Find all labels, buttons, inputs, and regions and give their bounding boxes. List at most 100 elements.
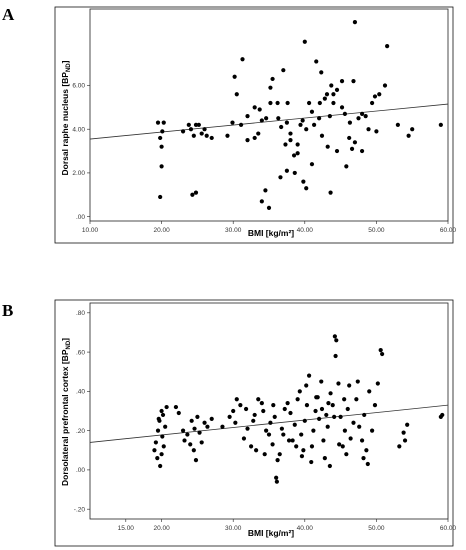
y-tick-label: -.20 — [74, 506, 86, 513]
data-point — [202, 420, 207, 425]
data-point — [283, 142, 288, 147]
data-point — [295, 397, 300, 402]
data-point — [295, 151, 300, 156]
data-point — [372, 94, 378, 99]
data-point — [332, 414, 337, 419]
data-point — [196, 122, 201, 127]
data-point — [191, 133, 196, 138]
data-point — [288, 131, 293, 136]
data-point — [190, 192, 195, 197]
data-point — [319, 406, 325, 412]
data-point — [321, 438, 326, 443]
data-point — [302, 39, 307, 44]
data-point — [193, 190, 199, 195]
data-point — [286, 438, 292, 443]
panel-a-points — [155, 20, 443, 210]
data-point — [340, 444, 345, 449]
data-point — [161, 444, 166, 449]
x-tick-label: 50.00 — [368, 525, 385, 532]
data-point — [227, 414, 232, 419]
data-point — [306, 373, 312, 378]
data-point — [284, 168, 289, 173]
data-point — [159, 144, 164, 149]
data-point — [337, 442, 342, 447]
data-point — [317, 416, 322, 421]
data-point — [312, 122, 317, 127]
data-point — [277, 452, 282, 457]
data-point — [347, 135, 352, 141]
data-point — [363, 113, 368, 119]
x-tick-label: 40.00 — [297, 227, 314, 234]
data-point — [188, 442, 193, 447]
panel-a-x-ticks: 10.00 20.00 30.00 40.00 50.00 60.00 — [82, 221, 457, 234]
data-point — [395, 122, 400, 127]
data-point — [199, 440, 204, 445]
data-point — [374, 129, 379, 134]
data-point — [327, 113, 332, 119]
data-point — [188, 127, 194, 132]
data-point — [275, 100, 280, 106]
data-point — [285, 100, 290, 106]
data-point — [351, 79, 356, 84]
data-point — [309, 459, 314, 465]
data-point — [319, 70, 324, 75]
data-point — [317, 116, 322, 121]
panel-a-y-ticks: .00 2.00 4.00 6.00 — [72, 83, 90, 221]
data-point — [155, 428, 161, 433]
data-point — [327, 463, 332, 469]
data-point — [220, 424, 225, 429]
data-point — [329, 83, 334, 88]
data-point — [153, 440, 158, 445]
data-point — [292, 422, 297, 427]
data-point — [195, 414, 200, 419]
data-point — [322, 456, 327, 461]
data-point — [266, 432, 272, 437]
data-point — [366, 127, 371, 132]
data-point — [192, 426, 197, 431]
data-point — [268, 420, 273, 425]
data-point — [330, 403, 335, 408]
data-point — [326, 401, 331, 406]
data-point — [262, 452, 267, 457]
data-point — [159, 452, 164, 457]
data-point — [352, 140, 358, 145]
data-point — [259, 199, 264, 204]
data-point — [257, 107, 262, 112]
data-point — [357, 424, 362, 429]
data-point — [252, 412, 257, 418]
data-point — [302, 418, 307, 423]
data-point — [176, 410, 181, 416]
data-point — [268, 85, 273, 90]
data-point — [354, 397, 359, 402]
data-point — [281, 68, 286, 73]
data-point — [347, 120, 353, 125]
data-point — [232, 74, 237, 79]
panel-a: A 10.00 20.00 30.00 40.00 50.00 60.00 .00 2.00… — [2, 5, 457, 244]
data-point — [245, 426, 250, 431]
x-tick-label: 40.00 — [297, 525, 314, 532]
data-point — [197, 430, 202, 435]
data-point — [309, 109, 315, 114]
data-point — [309, 444, 315, 449]
data-point — [158, 135, 163, 141]
data-point — [180, 428, 186, 433]
data-point — [288, 410, 293, 416]
data-point — [241, 436, 247, 441]
data-point — [359, 148, 365, 154]
data-point — [270, 76, 275, 82]
data-point — [281, 432, 286, 437]
data-point — [152, 448, 157, 453]
data-point — [297, 389, 302, 394]
data-point — [295, 142, 300, 147]
data-point — [252, 105, 257, 110]
x-tick-label: 20.00 — [153, 227, 170, 234]
data-point — [364, 448, 369, 453]
data-point — [252, 135, 257, 141]
data-point — [264, 116, 269, 121]
data-point — [325, 424, 330, 429]
data-point — [370, 428, 375, 433]
data-point — [344, 164, 349, 169]
data-point — [231, 408, 236, 414]
panel-b-letter: B — [2, 301, 13, 320]
data-point — [225, 133, 230, 138]
